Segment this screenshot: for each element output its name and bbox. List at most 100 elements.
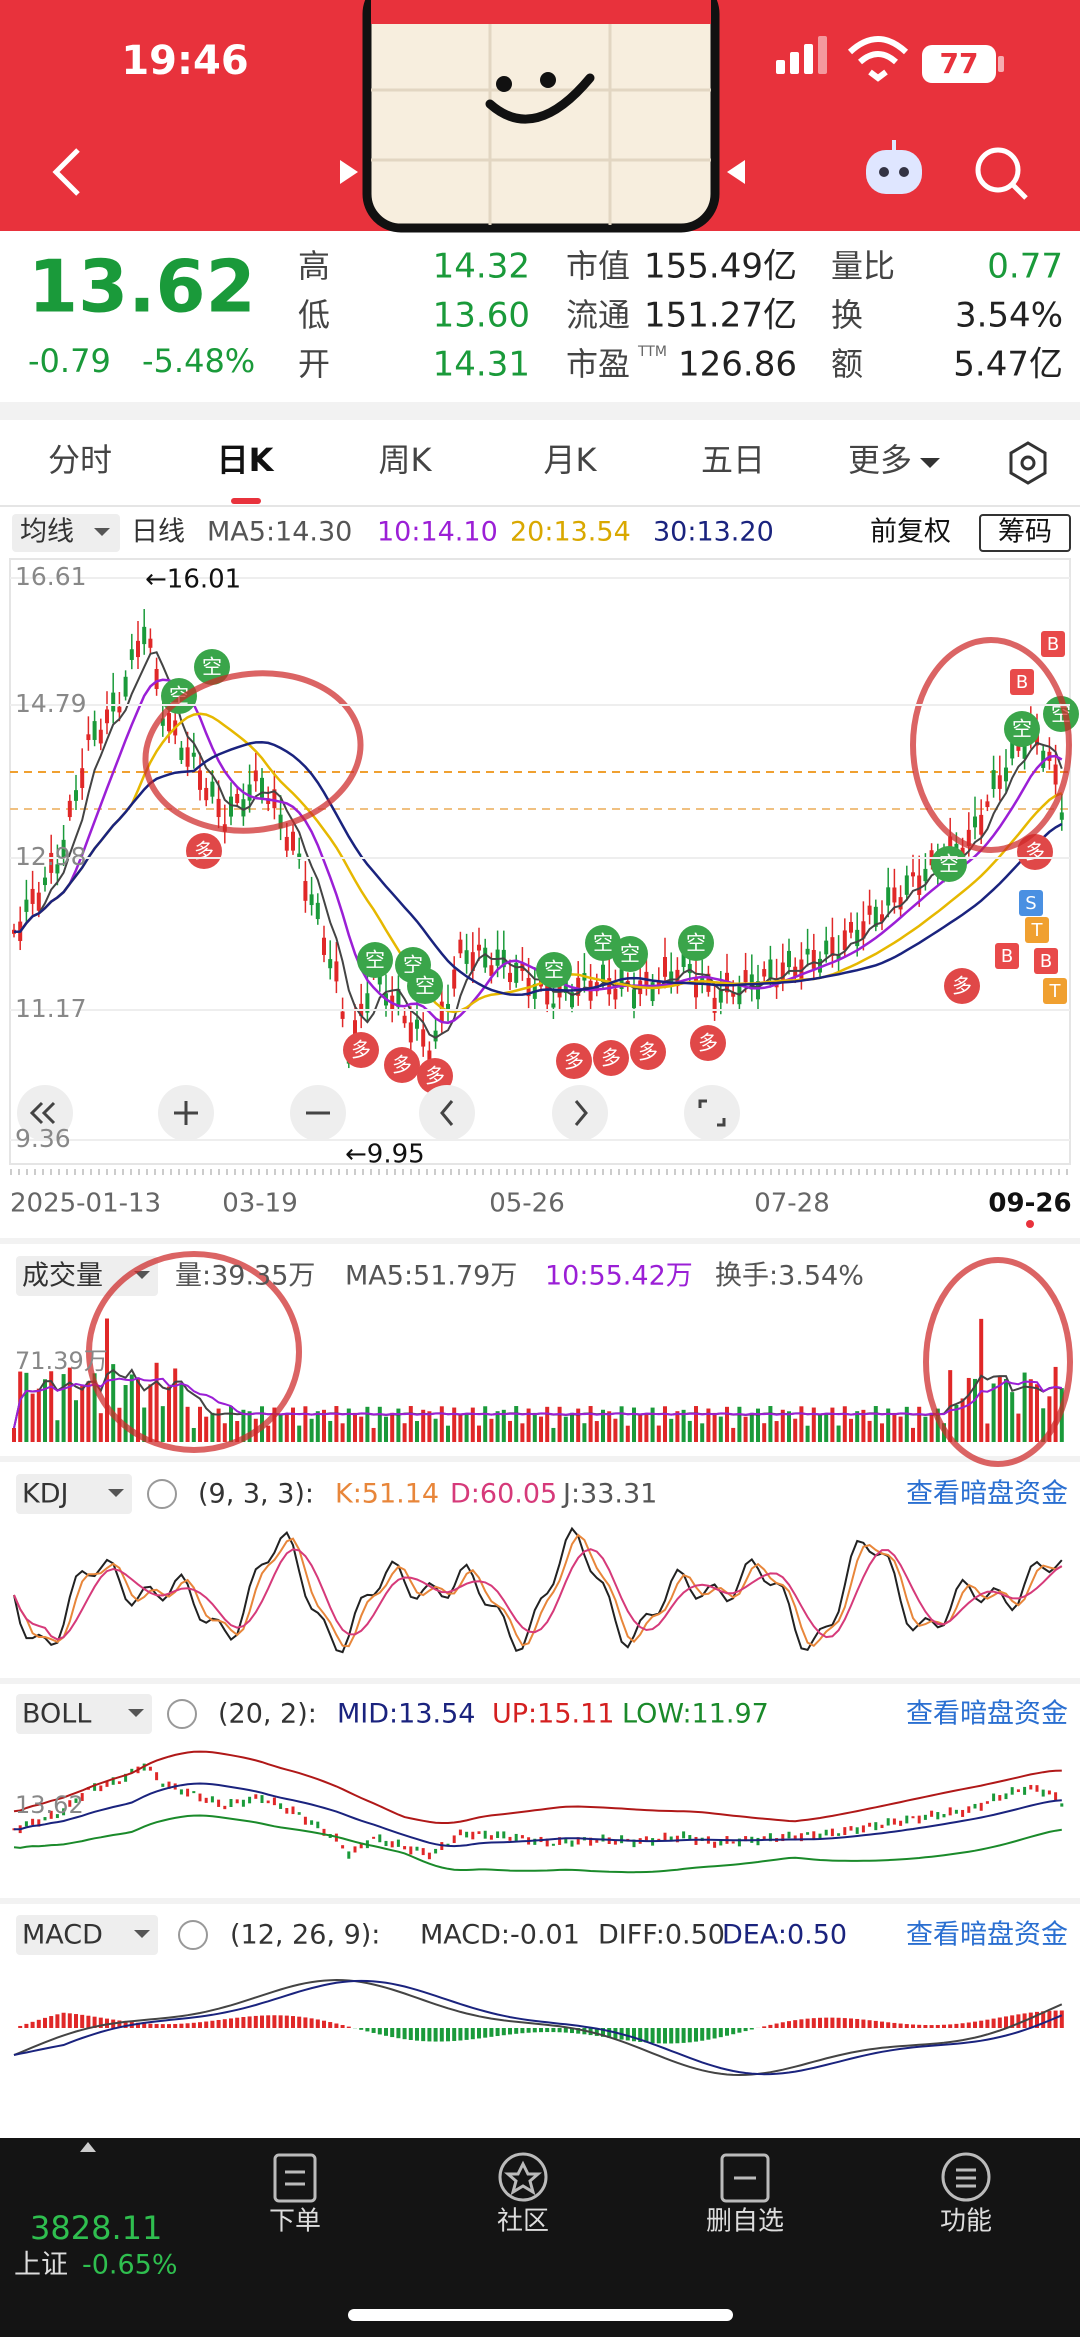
macd-value: MACD:-0.01	[420, 1920, 580, 1951]
boll-candle	[508, 1836, 512, 1841]
index-name[interactable]: 上证	[14, 2250, 68, 2281]
macd-bar	[570, 2028, 574, 2034]
macd-bar	[222, 2019, 227, 2028]
macd-title[interactable]: MACD	[22, 1920, 103, 1951]
kdj-title[interactable]: KDJ	[22, 1479, 68, 1510]
help-icons[interactable]	[147, 1479, 208, 1950]
volume-bar	[415, 1421, 419, 1442]
candle-body	[650, 982, 655, 1002]
candle-body	[315, 902, 320, 920]
volume-bar	[328, 1420, 333, 1442]
candle-body	[167, 713, 171, 732]
macd-bar	[539, 2028, 543, 2033]
stat-label: 流通	[566, 296, 630, 334]
candle-body	[731, 992, 736, 997]
kdj-d-line	[13, 1548, 1063, 1641]
boll-candle	[818, 1833, 822, 1840]
signal-badge	[1004, 711, 1040, 747]
index-value[interactable]: 3828.11	[30, 2209, 162, 2247]
nav-label[interactable]: 删自选	[706, 2207, 784, 2237]
candle-body	[123, 676, 128, 697]
nav-label[interactable]: 社区	[497, 2207, 549, 2237]
signal-badge	[1010, 669, 1034, 695]
candle-body	[867, 905, 872, 915]
boll-candle	[744, 1836, 748, 1842]
boll-candle	[979, 1802, 983, 1811]
boll-candle	[514, 1833, 518, 1842]
signal-label: T	[1049, 981, 1062, 1002]
tab[interactable]: 月K	[544, 441, 598, 479]
boll-candle	[948, 1807, 952, 1816]
search-button[interactable]	[975, 147, 1028, 200]
volume-bar	[892, 1412, 897, 1442]
volume-bar	[148, 1384, 153, 1442]
boll-candle	[806, 1832, 810, 1835]
macd-bar	[55, 2014, 60, 2028]
candle-body	[396, 989, 401, 1008]
boll-candle	[502, 1831, 506, 1839]
boll-candle	[347, 1851, 351, 1859]
signal-badge	[931, 846, 967, 882]
chips-box[interactable]	[979, 514, 1071, 552]
nav-label[interactable]: 下单	[269, 2207, 321, 2237]
candle-body	[160, 718, 165, 726]
chips-button[interactable]: 筹码	[998, 517, 1052, 548]
more-arrow	[920, 458, 940, 468]
stat-value: 5.47亿	[953, 345, 1063, 385]
settings-icon[interactable]	[1009, 441, 1047, 485]
tab[interactable]: 分时	[48, 441, 112, 479]
macd-bar	[495, 2028, 500, 2037]
volume-bar	[18, 1371, 23, 1442]
dark-pool-link[interactable]: 查看暗盘资金	[906, 1920, 1068, 1951]
volume-bar	[880, 1423, 884, 1442]
tab[interactable]: 更多	[848, 441, 912, 479]
adjust-mode[interactable]: 前复权	[870, 517, 951, 548]
volume-ma10-line	[13, 1377, 1062, 1429]
boll-candle	[675, 1835, 679, 1843]
candle-body	[216, 798, 221, 818]
robot-icon[interactable]	[866, 140, 922, 194]
nav-label[interactable]: 功能	[940, 2207, 992, 2237]
volume-bar	[439, 1406, 444, 1442]
panel-title-boxes[interactable]	[16, 1256, 158, 1955]
boll-title[interactable]: BOLL	[22, 1699, 91, 1730]
candle-body	[700, 976, 705, 984]
boll-candle	[167, 1781, 171, 1789]
candle-body	[830, 937, 835, 957]
macd-bar	[576, 2028, 581, 2034]
volume-bar	[725, 1406, 729, 1442]
boll-candle	[520, 1835, 524, 1839]
macd-bar	[892, 2022, 897, 2028]
tab[interactable]: 日K	[217, 441, 275, 479]
volume-title[interactable]: 成交量	[22, 1261, 103, 1292]
chart-controls[interactable]	[17, 1085, 740, 1141]
ma-selector[interactable]: 均线	[20, 517, 74, 548]
ma-period: 日线	[131, 517, 185, 548]
candle-body	[570, 992, 574, 1008]
dark-pool-link[interactable]: 查看暗盘资金	[906, 1479, 1068, 1510]
nav-icons[interactable]	[273, 2152, 991, 2203]
selector-box[interactable]	[12, 514, 120, 552]
candle-body	[1041, 750, 1046, 768]
dark-pool-link[interactable]: 查看暗盘资金	[906, 1699, 1068, 1730]
back-button[interactable]	[52, 148, 80, 196]
candle-body	[793, 966, 798, 978]
volume-bar	[24, 1372, 29, 1442]
macd-bar	[700, 2028, 705, 2041]
stat-value: 0.77	[987, 247, 1063, 287]
boll-candle	[998, 1795, 1002, 1801]
volume-bar	[427, 1411, 432, 1442]
tab[interactable]: 周K	[379, 441, 433, 479]
volume-bar	[43, 1379, 47, 1442]
macd-bar	[594, 2028, 599, 2036]
boll-candle	[272, 1797, 276, 1806]
volume-bar	[1041, 1408, 1046, 1442]
kdj-d: D:60.05	[450, 1479, 557, 1510]
index-change[interactable]: -0.65%	[82, 2250, 178, 2281]
boll-candle	[477, 1831, 481, 1834]
tab[interactable]: 五日	[701, 441, 765, 479]
stat-value: 151.27亿	[644, 296, 797, 336]
candle-body	[278, 814, 283, 829]
macd-bar	[297, 2016, 302, 2028]
boll-candle	[148, 1766, 152, 1771]
